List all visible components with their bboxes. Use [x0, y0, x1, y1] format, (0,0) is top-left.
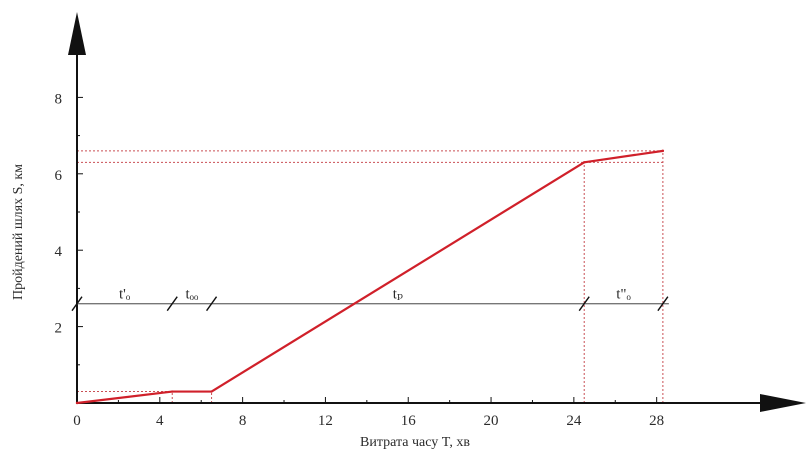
x-axis-arrow-icon [760, 394, 806, 412]
segment-break-mark [578, 296, 590, 312]
segment-label: tₒₒ [185, 287, 198, 303]
segment-break-mark [166, 296, 178, 312]
segment-label: t"ₒ [616, 287, 631, 303]
x-tick-label: 24 [566, 413, 582, 429]
series-point [661, 149, 665, 153]
segment-label: t'ₒ [119, 287, 131, 303]
segment-break-mark [71, 296, 83, 312]
x-tick-label: 8 [239, 413, 247, 429]
x-tick-label: 0 [73, 413, 81, 429]
segment-break-mark [657, 296, 669, 312]
segment-break-mark [205, 296, 218, 312]
y-axis-arrow-icon [68, 12, 86, 55]
series-point [583, 161, 586, 164]
x-tick-label: 4 [156, 413, 164, 429]
x-tick-label: 20 [484, 413, 499, 429]
segment-label: tₚ [393, 287, 403, 303]
series-line [75, 149, 664, 405]
y-tick-label: 8 [55, 91, 63, 107]
x-tick-label: 28 [649, 413, 664, 429]
series-point [75, 401, 79, 405]
y-tick-label: 2 [55, 321, 63, 337]
series-point [171, 390, 174, 393]
y-axis-title: Пройдений шлях S, км [11, 164, 26, 300]
x-axis-title: Витрата часу T, хв [360, 435, 470, 450]
x-tick-label: 12 [318, 413, 333, 429]
y-tick-label: 4 [55, 244, 63, 260]
x-tick-label: 16 [401, 413, 417, 429]
series-point [210, 390, 213, 393]
y-tick-label: 6 [55, 168, 63, 184]
